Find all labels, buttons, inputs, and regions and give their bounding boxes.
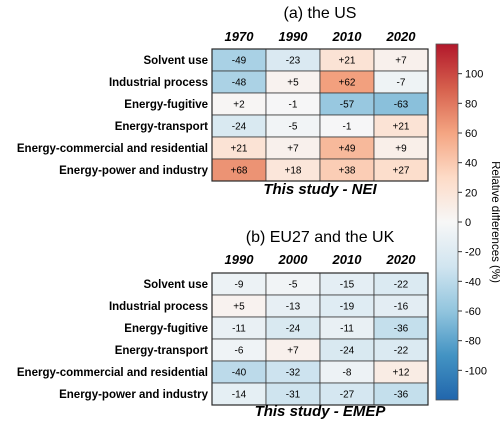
cell-value: +21 bbox=[231, 144, 248, 155]
cell-value: +7 bbox=[287, 346, 299, 357]
cell-value: -23 bbox=[286, 56, 301, 67]
row-label-energy-transport: Energy-transport bbox=[115, 121, 208, 133]
row-label-energy-fugitive: Energy-fugitive bbox=[124, 99, 208, 111]
colorbar-tick-label: -20 bbox=[465, 247, 481, 259]
cell-value: -13 bbox=[286, 302, 301, 313]
colorbar-tick-label: 60 bbox=[465, 128, 477, 140]
column-label-2010: 2010 bbox=[332, 252, 363, 267]
cell-value: -57 bbox=[340, 100, 355, 111]
cell-value: -24 bbox=[340, 346, 355, 357]
cell-value: +12 bbox=[393, 368, 410, 379]
panel-eu-uk: (b) EU27 and the UK 1990 2000 2010 2020 Solve… bbox=[17, 229, 429, 420]
column-label-2000: 2000 bbox=[278, 252, 309, 267]
colorbar: -100 -80 -60 -40 -20 0 20 40 60 80 100 Relative dif… bbox=[435, 43, 500, 401]
row-label-solvent-use: Solvent use bbox=[143, 55, 208, 67]
row-label-energy-fugitive: Energy-fugitive bbox=[124, 323, 208, 335]
cell-value: -24 bbox=[286, 324, 301, 335]
cell-value: -9 bbox=[235, 280, 244, 291]
panel-title: (b) EU27 and the UK bbox=[246, 229, 395, 246]
cell-value: +21 bbox=[339, 56, 356, 67]
cell-value: -5 bbox=[289, 280, 298, 291]
cell-value: +9 bbox=[395, 144, 407, 155]
cell-value: +62 bbox=[339, 78, 356, 89]
cell-value: -5 bbox=[289, 122, 298, 133]
cell-value: -36 bbox=[394, 390, 409, 401]
cell-value: -22 bbox=[394, 280, 409, 291]
cell-value: -14 bbox=[232, 390, 247, 401]
cell-value: +5 bbox=[233, 302, 245, 313]
row-label-energy-commercial-and-residential: Energy-commercial and residential bbox=[17, 143, 208, 155]
cell-value: -27 bbox=[340, 390, 355, 401]
cell-value: -11 bbox=[340, 324, 354, 335]
colorbar-title: Relative differences (%) bbox=[489, 161, 500, 283]
column-label-2020: 2020 bbox=[386, 252, 417, 267]
cell-value: -31 bbox=[286, 390, 301, 401]
panel-title: (a) the US bbox=[284, 5, 357, 22]
cell-value: -7 bbox=[397, 78, 406, 89]
row-label-energy-commercial-and-residential: Energy-commercial and residential bbox=[17, 367, 208, 379]
grid-border bbox=[211, 48, 429, 182]
cell-value: -48 bbox=[232, 78, 247, 89]
colorbar-tick-label: -80 bbox=[465, 336, 481, 348]
row-label-energy-power-and-industry: Energy-power and industry bbox=[59, 389, 208, 401]
cell-value: -11 bbox=[232, 324, 246, 335]
cell-value: +49 bbox=[339, 144, 356, 155]
cell-value: -49 bbox=[232, 56, 247, 67]
cell-value: -63 bbox=[394, 100, 409, 111]
colorbar-tick-label: 20 bbox=[465, 187, 477, 199]
column-label-2010: 2010 bbox=[332, 29, 363, 44]
column-label-1990: 1990 bbox=[279, 29, 309, 44]
cell-value: +21 bbox=[393, 122, 410, 133]
colorbar-tick-label: 80 bbox=[465, 98, 477, 110]
panel-footer: This study - NEI bbox=[263, 181, 377, 198]
column-label-2020: 2020 bbox=[386, 29, 417, 44]
cell-value: -32 bbox=[286, 368, 301, 379]
cell-value: -8 bbox=[343, 368, 352, 379]
row-label-energy-transport: Energy-transport bbox=[115, 345, 208, 357]
colorbar-tick-label: 100 bbox=[465, 69, 483, 81]
cell-value: -16 bbox=[394, 302, 409, 313]
cell-value: +18 bbox=[285, 166, 302, 177]
cell-value: +7 bbox=[287, 144, 299, 155]
cell-value: -1 bbox=[289, 100, 298, 111]
colorbar-gradient bbox=[435, 43, 459, 401]
panel-us: (a) the US 1970 1990 2010 2020 Solvent use -49… bbox=[17, 5, 429, 198]
cell-value: +27 bbox=[393, 166, 410, 177]
row-label-industrial-process: Industrial process bbox=[109, 77, 208, 89]
column-label-1970: 1970 bbox=[225, 29, 255, 44]
colorbar-tick-label: -100 bbox=[465, 365, 487, 377]
row-label-solvent-use: Solvent use bbox=[143, 279, 208, 291]
panel-footer: This study - EMEP bbox=[255, 403, 387, 420]
grid-border bbox=[211, 272, 429, 406]
cell-value: -40 bbox=[232, 368, 247, 379]
cell-value: -24 bbox=[232, 122, 247, 133]
column-label-1990: 1990 bbox=[225, 252, 255, 267]
row-label-energy-power-and-industry: Energy-power and industry bbox=[59, 165, 208, 177]
cell-value: +68 bbox=[231, 166, 248, 177]
row-label-industrial-process: Industrial process bbox=[109, 301, 208, 313]
cell-value: -22 bbox=[394, 346, 409, 357]
colorbar-tick-label: -40 bbox=[465, 276, 481, 288]
cell-value: +7 bbox=[395, 56, 407, 67]
cell-value: -19 bbox=[340, 302, 355, 313]
cell-value: -15 bbox=[340, 280, 355, 291]
cell-value: +2 bbox=[233, 100, 245, 111]
colorbar-tick-label: 40 bbox=[465, 158, 477, 170]
colorbar-tick-label: -60 bbox=[465, 306, 481, 318]
cell-value: -1 bbox=[343, 122, 352, 133]
cell-value: +38 bbox=[339, 166, 356, 177]
cell-value: -6 bbox=[235, 346, 244, 357]
cell-value: -36 bbox=[394, 324, 409, 335]
colorbar-tick-label: 0 bbox=[465, 217, 471, 229]
cell-value: +5 bbox=[287, 78, 299, 89]
